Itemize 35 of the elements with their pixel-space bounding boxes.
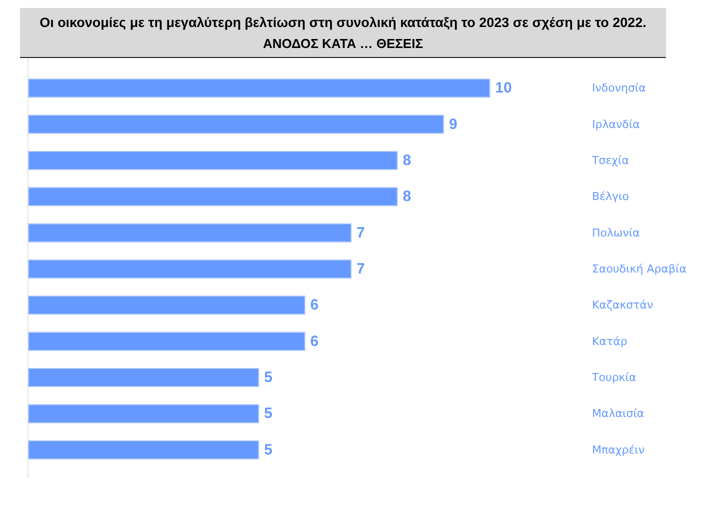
data-label: 5 xyxy=(264,369,272,386)
data-label: 6 xyxy=(310,296,319,314)
bar xyxy=(28,78,490,98)
bar xyxy=(28,187,398,206)
data-label: 5 xyxy=(264,405,272,422)
bar xyxy=(28,150,398,170)
bar xyxy=(28,368,260,388)
bar xyxy=(28,296,306,315)
bar xyxy=(28,440,260,460)
data-label: 10 xyxy=(495,80,512,97)
y-tick-label: Σαουδική Αραβία xyxy=(592,262,686,276)
data-label: 7 xyxy=(356,260,365,278)
y-tick-label: Μπαχρέιν xyxy=(592,443,645,456)
bar xyxy=(28,260,352,278)
y-tick-label: Τουρκία xyxy=(591,371,636,384)
bar xyxy=(28,223,352,242)
data-label: 8 xyxy=(402,188,412,206)
data-label: 6 xyxy=(310,332,319,350)
y-tick-label: Πολωνία xyxy=(592,226,640,240)
data-label: 9 xyxy=(448,116,458,133)
y-tick-label: Μαλαισία xyxy=(592,407,644,420)
data-label: 5 xyxy=(264,441,272,458)
chart-subtitle: ΑΝΟΔΟΣ ΚΑΤΑ … ΘΕΣΕΙΣ xyxy=(262,35,424,53)
y-tick-label: Ιρλανδία xyxy=(592,118,640,131)
y-tick-label: Καζακστάν xyxy=(592,298,654,312)
bar xyxy=(28,332,306,351)
y-tick-label: Βέλγιο xyxy=(592,190,630,204)
bar xyxy=(28,114,444,134)
y-tick-label: Τσεχία xyxy=(591,154,629,167)
bar xyxy=(28,404,260,424)
y-tick-label: Κατάρ xyxy=(592,334,628,348)
data-label: 7 xyxy=(356,224,365,242)
chart-title: Οι οικονομίες με τη μεγαλύτερη βελτίωση στη συνολική κατάταξη το 2023 σε σχέση με το 2022. xyxy=(38,14,648,32)
y-tick-label: Ινδονησία xyxy=(592,82,646,95)
data-label: 8 xyxy=(402,152,412,169)
